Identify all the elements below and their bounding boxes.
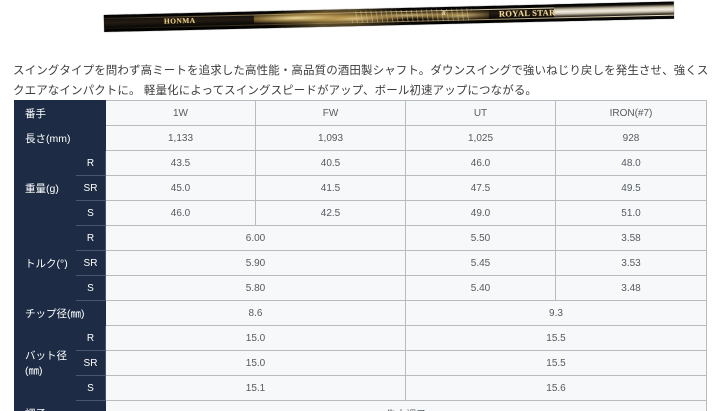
weight-s-fw: 42.5: [255, 200, 406, 226]
butt-dia-r-wood: 15.0: [105, 325, 406, 351]
weight-sr-ut: 47.5: [405, 175, 556, 201]
weight-r-fw: 40.5: [255, 150, 406, 176]
tip-dia-utiron: 9.3: [405, 300, 707, 326]
shaft-brand-label: HONMA: [163, 15, 196, 26]
torque-r-ut: 5.50: [405, 225, 556, 251]
row-label-length: 長さ(mm): [14, 125, 106, 151]
torque-s-ut: 5.40: [405, 275, 556, 301]
flex-label-weight-s: S: [75, 200, 106, 226]
weight-r-ut: 46.0: [405, 150, 556, 176]
flex-label-butt-s: S: [75, 375, 106, 401]
weight-s-ut: 49.0: [405, 200, 556, 226]
length-fw: 1,093: [255, 125, 406, 151]
weight-sr-1w: 45.0: [105, 175, 256, 201]
table-row-torque-r: トルク(°) R 6.00 5.50 3.58: [14, 225, 707, 301]
weight-r-1w: 43.5: [105, 150, 256, 176]
flex-label-torque-r: R: [75, 225, 106, 251]
table-row-butt-s: S 15.1 15.6: [15, 375, 707, 401]
flex-label-butt-r: R: [75, 325, 106, 351]
table-row-club: 番手 1W FW UT IRON(#7): [14, 100, 707, 126]
col-header-iron: IRON(#7): [555, 100, 707, 126]
tip-dia-wood: 8.6: [105, 300, 406, 326]
table-row-tip-diameter: チップ径(㎜) 8.6 9.3: [14, 300, 707, 326]
torque-sr-wood: 5.90: [105, 250, 406, 276]
flex-label-butt-sr: SR: [75, 350, 106, 376]
butt-dia-r-utiron: 15.5: [405, 325, 707, 351]
table-row-weight-s: S 46.0 42.5 49.0 51.0: [15, 200, 707, 226]
row-label-butt-diameter: バット径(㎜): [14, 325, 76, 401]
product-description: スイングタイプを問わず高ミートを追求した高性能・高品質の酒田製シャフト。ダウンス…: [13, 64, 709, 97]
shaft-r-mark-icon: R: [441, 10, 446, 18]
butt-dia-sr-utiron: 15.5: [405, 350, 707, 376]
flex-label-torque-sr: SR: [75, 250, 106, 276]
table-row-weight-sr: SR 45.0 41.5 47.5 49.5: [15, 175, 707, 201]
kick-point-value: 先中調子: [105, 400, 707, 411]
butt-dia-s-utiron: 15.6: [405, 375, 707, 401]
row-label-weight: 重量(g): [14, 150, 76, 226]
flex-label-weight-r: R: [75, 150, 106, 176]
weight-sr-iron: 49.5: [555, 175, 707, 201]
shaft-butt-end: [553, 1, 675, 22]
weight-s-iron: 51.0: [555, 200, 707, 226]
torque-r-iron: 3.58: [555, 225, 707, 251]
butt-dia-sr-wood: 15.0: [105, 350, 406, 376]
table-row-kick-point: 調子 先中調子: [14, 400, 707, 411]
flex-label-weight-sr: SR: [75, 175, 106, 201]
torque-r-wood: 6.00: [105, 225, 406, 251]
butt-dia-s-wood: 15.1: [105, 375, 406, 401]
shaft-spec-table: 番手 1W FW UT IRON(#7) 長さ(mm) 1,133 1,093 …: [14, 100, 707, 411]
table-row-length: 長さ(mm) 1,133 1,093 1,025 928: [14, 125, 707, 151]
torque-s-iron: 3.48: [555, 275, 707, 301]
weight-s-1w: 46.0: [105, 200, 256, 226]
col-header-fw: FW: [255, 100, 406, 126]
row-label-torque: トルク(°): [14, 225, 76, 301]
table-row-torque-s: S 5.80 5.40 3.48: [15, 275, 707, 301]
shaft-product-image: HONMA R ROYAL STAR: [0, 0, 720, 48]
table-row-torque-sr: SR 5.90 5.45 3.53: [15, 250, 707, 276]
table-row-weight-r: 重量(g) R 43.5 40.5 46.0 48.0: [14, 150, 707, 226]
weight-r-iron: 48.0: [555, 150, 707, 176]
table-row-butt-r: バット径(㎜) R 15.0 15.5: [14, 325, 707, 401]
shaft-graphic: HONMA R ROYAL STAR: [103, 1, 675, 32]
weight-sr-fw: 41.5: [255, 175, 406, 201]
torque-s-wood: 5.80: [105, 275, 406, 301]
flex-label-torque-s: S: [75, 275, 106, 301]
torque-sr-iron: 3.53: [555, 250, 707, 276]
col-header-1w: 1W: [105, 100, 256, 126]
row-label-club: 番手: [14, 100, 106, 126]
col-header-ut: UT: [405, 100, 556, 126]
length-ut: 1,025: [405, 125, 556, 151]
length-iron: 928: [555, 125, 707, 151]
table-row-butt-sr: SR 15.0 15.5: [15, 350, 707, 376]
torque-sr-ut: 5.45: [405, 250, 556, 276]
row-label-kick-point: 調子: [14, 400, 106, 411]
length-1w: 1,133: [105, 125, 256, 151]
shaft-model-label: ROYAL STAR: [498, 7, 556, 19]
row-label-tip-diameter: チップ径(㎜): [14, 300, 106, 326]
